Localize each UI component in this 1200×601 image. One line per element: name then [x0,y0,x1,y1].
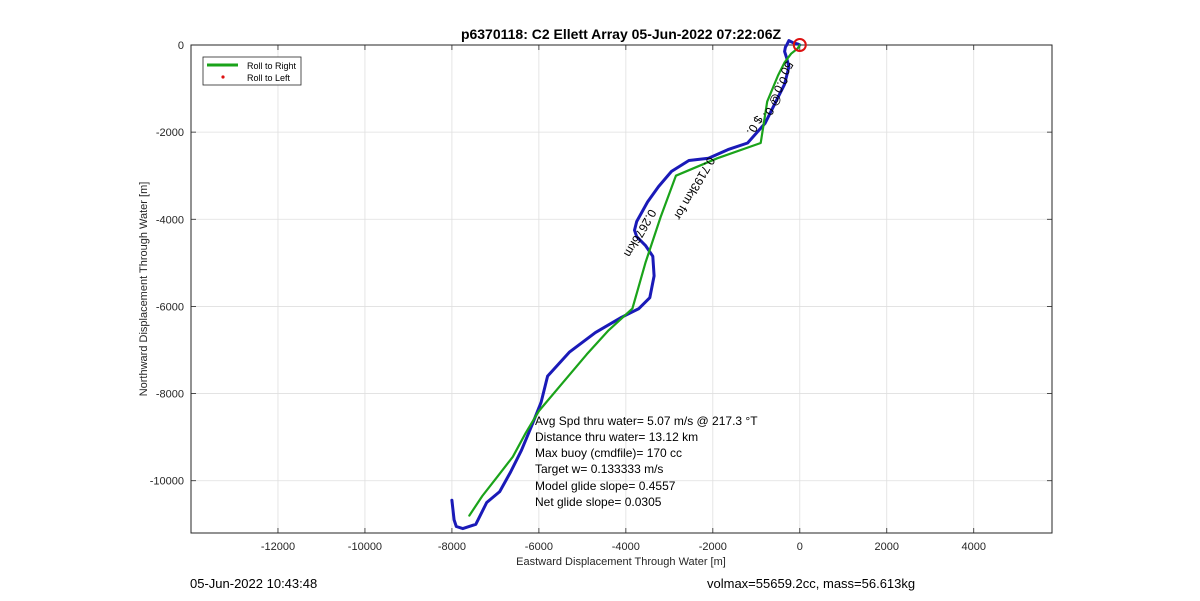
legend-label-roll-right: Roll to Right [247,61,297,71]
x-tick-label: -12000 [261,541,295,553]
stat-distance: Distance thru water= 13.12 km [535,430,698,444]
legend-box [202,56,302,86]
rotated-track-label: 0.7193km for [671,155,718,223]
stat-target-w: Target w= 0.133333 m/s [535,462,663,476]
origin-marker [792,38,807,52]
x-tick-label: -4000 [612,541,640,553]
footer-timestamp: 05-Jun-2022 10:43:48 [190,576,318,591]
x-tick-label: -6000 [525,541,553,553]
track-line [450,39,802,531]
x-tick-label: -2000 [699,541,727,553]
x-axis-label: Eastward Displacement Through Water [m] [516,556,726,568]
plot-area [190,44,1053,534]
y-tick-label: -8000 [156,389,184,401]
x-tick-label: 0 [797,541,803,553]
y-tick-label: -10000 [150,476,184,488]
y-tick-label: -2000 [156,127,184,139]
legend-dot-roll-left [221,75,225,79]
footer-volmax-mass: volmax=55659.2cc, mass=56.613kg [707,576,916,591]
stat-model-glide: Model glide slope= 0.4557 [535,479,676,493]
start-marker [792,38,807,52]
y-tick-label: -6000 [156,301,184,313]
stat-net-glide: Net glide slope= 0.0305 [535,495,662,509]
rotated-track-label: 50 [777,59,796,78]
y-tick-label: -4000 [156,214,184,226]
rotated-track-label: @ 0. [760,91,785,120]
x-tick-label: 4000 [961,541,985,553]
stat-avg-speed: Avg Spd thru water= 5.07 m/s @ 217.3 °T [535,414,758,428]
legend: Roll to Right Roll to Left [202,56,302,86]
y-axis-label: Northward Displacement Through Water [m] [138,182,150,397]
legend-label-roll-left: Roll to Left [247,73,291,83]
chart-title: p6370118: C2 Ellett Array 05-Jun-2022 07… [461,26,782,42]
roll-right-line [468,43,801,517]
stats-annotation: Avg Spd thru water= 5.07 m/s @ 217.3 °T … [535,414,758,509]
x-tick-label: 2000 [875,541,899,553]
x-tick-label: -10000 [348,541,382,553]
y-tick-label: 0 [178,40,184,52]
stat-max-buoy: Max buoy (cmdfile)= 170 cc [535,446,682,460]
series-lines [450,39,802,531]
axis-ticks: -12000 -10000 -8000 -6000 -4000 -2000 0 2000 400… [150,40,1052,553]
x-tick-label: -8000 [438,541,466,553]
